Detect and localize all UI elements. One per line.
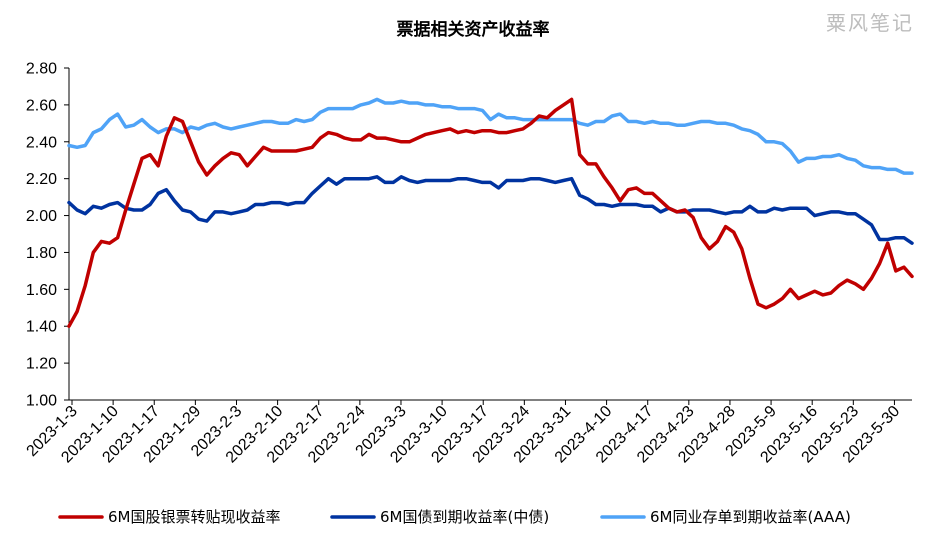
y-tick-label: 2.60	[26, 97, 57, 114]
y-tick-label: 1.40	[26, 319, 57, 336]
series-line-guogu-yinpiao	[67, 97, 914, 328]
legend-label-guogu: 6M国股银票转贴现收益率	[108, 508, 281, 526]
y-tick-label: 2.20	[26, 171, 57, 188]
legend-label-cundan: 6M同业存单到期收益率(AAA)	[650, 508, 851, 526]
y-tick-label: 1.20	[26, 356, 57, 373]
series-lines	[67, 97, 914, 328]
x-axis-ticks: 2023-1-32023-1-102023-1-172023-1-292023-…	[24, 400, 903, 466]
series-line-tongye-cundan	[67, 97, 914, 175]
series-line-guozhai	[67, 175, 914, 245]
legend: 6M国股银票转贴现收益率 6M国债到期收益率(中债) 6M同业存单到期收益率(A…	[58, 508, 851, 526]
y-tick-label: 2.80	[26, 61, 57, 78]
y-tick-label: 1.00	[26, 393, 57, 410]
y-tick-label: 2.40	[26, 134, 57, 151]
chart-title: 票据相关资产收益率	[397, 19, 550, 40]
y-tick-label: 1.80	[26, 245, 57, 262]
y-tick-label: 1.60	[26, 282, 57, 299]
y-tick-label: 2.00	[26, 208, 57, 225]
watermark: 粟风笔记	[826, 11, 914, 35]
legend-label-guozhai: 6M国债到期收益率(中债)	[380, 508, 549, 526]
y-axis-ticks: 1.00 1.20 1.40 1.60 1.80 2.00 2.20 2.40 2.60 2.80	[26, 61, 69, 410]
